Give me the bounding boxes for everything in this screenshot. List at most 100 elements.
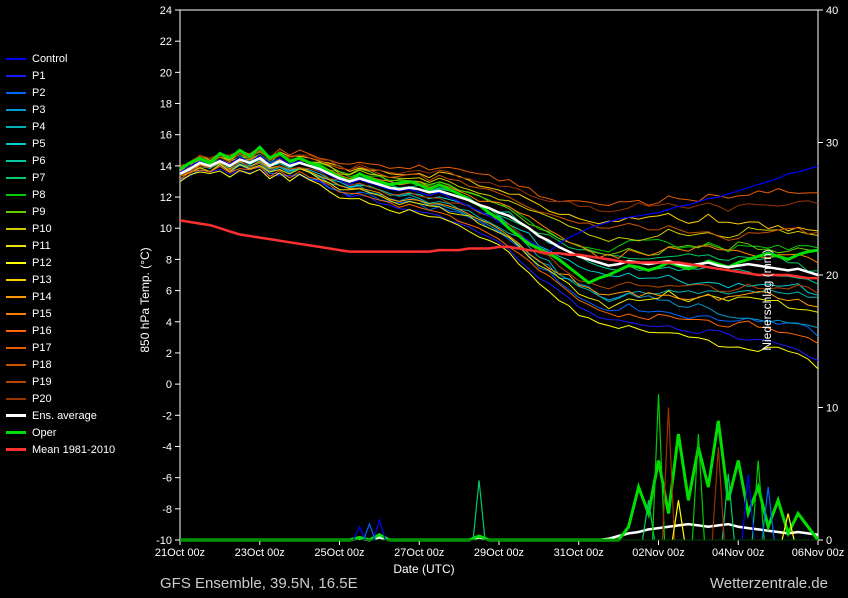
legend-label: P14 (32, 291, 52, 303)
legend-label: P8 (32, 189, 45, 201)
yleft-tick-label: 20 (160, 67, 172, 79)
x-tick-label: 23Oct 00z (235, 547, 285, 559)
legend-label: P18 (32, 359, 52, 371)
yleft-tick-label: 0 (166, 379, 172, 391)
legend-swatch (6, 228, 26, 230)
yleft-tick-label: -6 (162, 473, 172, 485)
legend-item-p18: P18 (6, 356, 115, 373)
legend-label: P4 (32, 121, 45, 133)
legend-label: P15 (32, 308, 52, 320)
legend-swatch (6, 364, 26, 366)
footer-model-location: GFS Ensemble, 39.5N, 16.5E (160, 575, 358, 592)
temp-line-p2 (180, 165, 818, 336)
legend-item-p6: P6 (6, 152, 115, 169)
yleft-tick-label: 12 (160, 192, 172, 204)
legend-item-p20: P20 (6, 390, 115, 407)
temp-line-p3 (180, 163, 818, 328)
legend-item-mean: Mean 1981-2010 (6, 441, 115, 458)
yleft-tick-label: 10 (160, 223, 172, 235)
yleft-tick-label: -2 (162, 410, 172, 422)
legend-swatch (6, 177, 26, 179)
legend-item-p13: P13 (6, 271, 115, 288)
legend-swatch (6, 398, 26, 400)
yleft-tick-label: 6 (166, 286, 172, 298)
legend-swatch (6, 448, 26, 451)
yright-tick-label: 10 (826, 403, 838, 415)
x-tick-label: 04Nov 00z (712, 547, 765, 559)
yleft-tick-label: 24 (160, 5, 172, 17)
legend-swatch (6, 143, 26, 145)
chart-container: { "canvas": { "width": 848, "height": 59… (0, 0, 848, 598)
legend-item-p9: P9 (6, 203, 115, 220)
legend-swatch (6, 211, 26, 213)
legend-label: P20 (32, 393, 52, 405)
legend-swatch (6, 431, 26, 434)
legend-item-control: Control (6, 50, 115, 67)
legend-item-p15: P15 (6, 305, 115, 322)
legend: Control P1 P2 P3 P4 P5 P6 P7 P8 P9 P10 P11 P12 P13 P14… (6, 50, 115, 458)
legend-swatch (6, 330, 26, 332)
x-tick-label: 02Nov 00z (632, 547, 685, 559)
legend-label: P17 (32, 342, 52, 354)
legend-label: P3 (32, 104, 45, 116)
y-axis-right-label: Niederschlag (mm) (760, 249, 774, 350)
legend-item-p19: P19 (6, 373, 115, 390)
legend-label: P11 (32, 240, 51, 252)
x-tick-label: 25Oct 00z (314, 547, 364, 559)
legend-label: P7 (32, 172, 45, 184)
legend-label: P10 (32, 223, 52, 235)
legend-item-p16: P16 (6, 322, 115, 339)
legend-item-p3: P3 (6, 101, 115, 118)
x-tick-label: 21Oct 00z (155, 547, 205, 559)
legend-item-p4: P4 (6, 118, 115, 135)
legend-label: P6 (32, 155, 45, 167)
yleft-tick-label: -4 (162, 441, 172, 453)
yright-tick-label: 40 (826, 5, 838, 17)
plot-svg: -10-8-6-4-202468101214161820222401020304… (0, 0, 848, 598)
yleft-tick-label: 2 (166, 348, 172, 360)
legend-label: P12 (32, 257, 52, 269)
legend-swatch (6, 194, 26, 196)
precip-line-oper (180, 421, 818, 540)
legend-item-ens: Ens. average (6, 407, 115, 424)
legend-swatch (6, 92, 26, 94)
legend-label: P2 (32, 87, 45, 99)
y-axis-left-label: 850 hPa Temp. (°C) (138, 247, 152, 352)
legend-label: P1 (32, 70, 45, 82)
yright-tick-label: 30 (826, 138, 838, 150)
legend-swatch (6, 245, 26, 247)
legend-item-p17: P17 (6, 339, 115, 356)
x-tick-label: 06Nov 00z (792, 547, 845, 559)
yleft-tick-label: 14 (160, 161, 172, 173)
legend-label: P9 (32, 206, 45, 218)
x-tick-label: 29Oct 00z (474, 547, 524, 559)
x-tick-label: 31Oct 00z (554, 547, 604, 559)
yright-tick-label: 0 (826, 535, 832, 547)
legend-item-p1: P1 (6, 67, 115, 84)
yright-tick-label: 20 (826, 270, 838, 282)
legend-label: Ens. average (32, 410, 97, 422)
legend-swatch (6, 75, 26, 77)
legend-item-p11: P11 (6, 237, 115, 254)
legend-item-p7: P7 (6, 169, 115, 186)
legend-item-p2: P2 (6, 84, 115, 101)
legend-label: Control (32, 53, 67, 65)
yleft-tick-label: -10 (156, 535, 172, 547)
legend-label: Oper (32, 427, 56, 439)
legend-swatch (6, 58, 26, 60)
legend-label: P13 (32, 274, 52, 286)
legend-label: P5 (32, 138, 45, 150)
legend-item-p10: P10 (6, 220, 115, 237)
legend-label: P19 (32, 376, 52, 388)
legend-swatch (6, 313, 26, 315)
yleft-tick-label: 18 (160, 99, 172, 111)
legend-item-p5: P5 (6, 135, 115, 152)
yleft-tick-label: 16 (160, 130, 172, 142)
legend-swatch (6, 126, 26, 128)
legend-swatch (6, 279, 26, 281)
legend-item-p8: P8 (6, 186, 115, 203)
legend-item-p14: P14 (6, 288, 115, 305)
yleft-tick-label: -8 (162, 504, 172, 516)
precip-spike-p7 (473, 480, 485, 540)
yleft-tick-label: 4 (166, 317, 172, 329)
